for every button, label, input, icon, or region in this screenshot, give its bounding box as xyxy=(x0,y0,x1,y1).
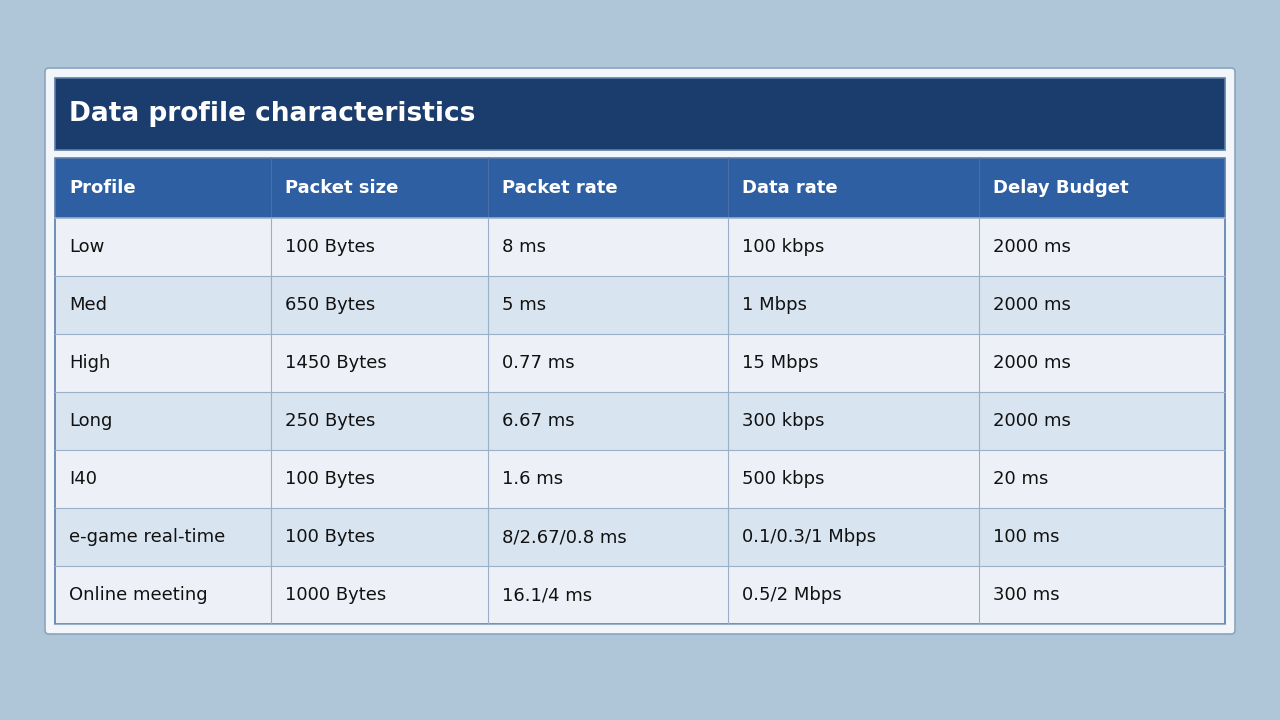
Bar xyxy=(488,158,728,218)
Text: 0.5/2 Mbps: 0.5/2 Mbps xyxy=(741,586,841,604)
Bar xyxy=(55,78,1225,150)
Text: 300 ms: 300 ms xyxy=(993,586,1060,604)
Text: 100 ms: 100 ms xyxy=(993,528,1060,546)
Text: High: High xyxy=(69,354,110,372)
Bar xyxy=(728,158,979,218)
Bar xyxy=(55,158,1225,624)
Text: Low: Low xyxy=(69,238,105,256)
Text: 2000 ms: 2000 ms xyxy=(993,412,1071,430)
Text: 500 kbps: 500 kbps xyxy=(741,470,824,488)
Text: Packet size: Packet size xyxy=(285,179,399,197)
Bar xyxy=(55,450,1225,508)
Bar xyxy=(271,158,488,218)
Text: Profile: Profile xyxy=(69,179,136,197)
Text: 0.77 ms: 0.77 ms xyxy=(502,354,575,372)
Bar xyxy=(55,334,1225,392)
Text: 15 Mbps: 15 Mbps xyxy=(741,354,818,372)
Text: Data profile characteristics: Data profile characteristics xyxy=(69,101,475,127)
Text: 5 ms: 5 ms xyxy=(502,296,547,314)
Text: 8 ms: 8 ms xyxy=(502,238,545,256)
Text: 650 Bytes: 650 Bytes xyxy=(285,296,376,314)
Text: 1000 Bytes: 1000 Bytes xyxy=(285,586,387,604)
Text: 100 Bytes: 100 Bytes xyxy=(285,528,375,546)
Text: 300 kbps: 300 kbps xyxy=(741,412,824,430)
Bar xyxy=(55,150,1225,158)
Text: 16.1/4 ms: 16.1/4 ms xyxy=(502,586,593,604)
Bar xyxy=(979,158,1225,218)
Text: 0.1/0.3/1 Mbps: 0.1/0.3/1 Mbps xyxy=(741,528,876,546)
Text: Med: Med xyxy=(69,296,108,314)
Bar xyxy=(55,218,1225,276)
Text: 1.6 ms: 1.6 ms xyxy=(502,470,563,488)
Text: 8/2.67/0.8 ms: 8/2.67/0.8 ms xyxy=(502,528,627,546)
Text: Delay Budget: Delay Budget xyxy=(993,179,1129,197)
Text: 2000 ms: 2000 ms xyxy=(993,238,1071,256)
Text: Long: Long xyxy=(69,412,113,430)
Text: 250 Bytes: 250 Bytes xyxy=(285,412,376,430)
Text: e-game real-time: e-game real-time xyxy=(69,528,225,546)
Bar xyxy=(55,78,1225,150)
Text: I40: I40 xyxy=(69,470,97,488)
Text: Packet rate: Packet rate xyxy=(502,179,617,197)
Bar xyxy=(55,508,1225,566)
Text: 20 ms: 20 ms xyxy=(993,470,1048,488)
Text: Online meeting: Online meeting xyxy=(69,586,207,604)
Text: 6.67 ms: 6.67 ms xyxy=(502,412,575,430)
Bar xyxy=(55,392,1225,450)
Text: 100 Bytes: 100 Bytes xyxy=(285,470,375,488)
Bar xyxy=(55,566,1225,624)
FancyBboxPatch shape xyxy=(45,68,1235,634)
Text: 2000 ms: 2000 ms xyxy=(993,354,1071,372)
Text: 1 Mbps: 1 Mbps xyxy=(741,296,806,314)
Bar xyxy=(55,276,1225,334)
Text: 2000 ms: 2000 ms xyxy=(993,296,1071,314)
Bar xyxy=(55,158,271,218)
Text: Data rate: Data rate xyxy=(741,179,837,197)
Text: 1450 Bytes: 1450 Bytes xyxy=(285,354,387,372)
Text: 100 Bytes: 100 Bytes xyxy=(285,238,375,256)
Text: 100 kbps: 100 kbps xyxy=(741,238,824,256)
